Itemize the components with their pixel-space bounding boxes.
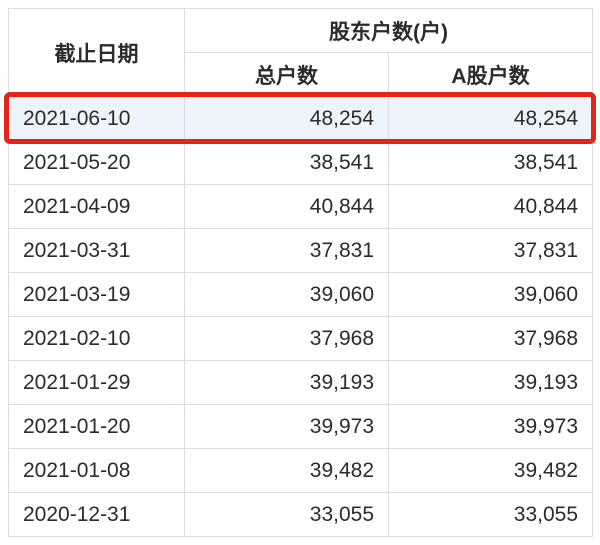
table-row: 2021-06-1048,25448,254 [9,97,593,141]
header-date: 截止日期 [9,9,185,97]
cell-date: 2021-03-19 [9,273,185,317]
cell-date: 2021-02-10 [9,317,185,361]
header-group: 股东户数(户) [185,9,593,53]
table-row: 2021-05-2038,54138,541 [9,141,593,185]
cell-ashare: 39,060 [389,273,593,317]
cell-ashare: 39,193 [389,361,593,405]
table-row: 2020-12-3133,05533,055 [9,493,593,537]
cell-date: 2020-12-31 [9,493,185,537]
cell-total: 33,055 [185,493,389,537]
table-body: 2021-06-1048,25448,2542021-05-2038,54138… [9,97,593,537]
table-row: 2021-02-1037,96837,968 [9,317,593,361]
cell-total: 40,844 [185,185,389,229]
cell-total: 37,831 [185,229,389,273]
cell-total: 38,541 [185,141,389,185]
cell-ashare: 37,968 [389,317,593,361]
table-row: 2021-04-0940,84440,844 [9,185,593,229]
cell-date: 2021-03-31 [9,229,185,273]
table-row: 2021-01-0839,48239,482 [9,449,593,493]
cell-total: 39,482 [185,449,389,493]
cell-date: 2021-01-20 [9,405,185,449]
cell-ashare: 33,055 [389,493,593,537]
cell-total: 48,254 [185,97,389,141]
cell-ashare: 48,254 [389,97,593,141]
table-row: 2021-03-1939,06039,060 [9,273,593,317]
cell-total: 37,968 [185,317,389,361]
shareholder-table-wrap: 截止日期 股东户数(户) 总户数 A股户数 2021-06-1048,25448… [8,8,592,537]
cell-date: 2021-01-29 [9,361,185,405]
cell-ashare: 40,844 [389,185,593,229]
header-total: 总户数 [185,53,389,97]
table-row: 2021-03-3137,83137,831 [9,229,593,273]
header-ashare: A股户数 [389,53,593,97]
table-row: 2021-01-2039,97339,973 [9,405,593,449]
cell-date: 2021-05-20 [9,141,185,185]
cell-total: 39,973 [185,405,389,449]
cell-total: 39,060 [185,273,389,317]
cell-date: 2021-06-10 [9,97,185,141]
cell-ashare: 39,482 [389,449,593,493]
cell-date: 2021-04-09 [9,185,185,229]
cell-ashare: 37,831 [389,229,593,273]
cell-ashare: 38,541 [389,141,593,185]
cell-ashare: 39,973 [389,405,593,449]
cell-total: 39,193 [185,361,389,405]
table-row: 2021-01-2939,19339,193 [9,361,593,405]
table-header: 截止日期 股东户数(户) 总户数 A股户数 [9,9,593,97]
shareholder-table: 截止日期 股东户数(户) 总户数 A股户数 2021-06-1048,25448… [8,8,593,537]
cell-date: 2021-01-08 [9,449,185,493]
